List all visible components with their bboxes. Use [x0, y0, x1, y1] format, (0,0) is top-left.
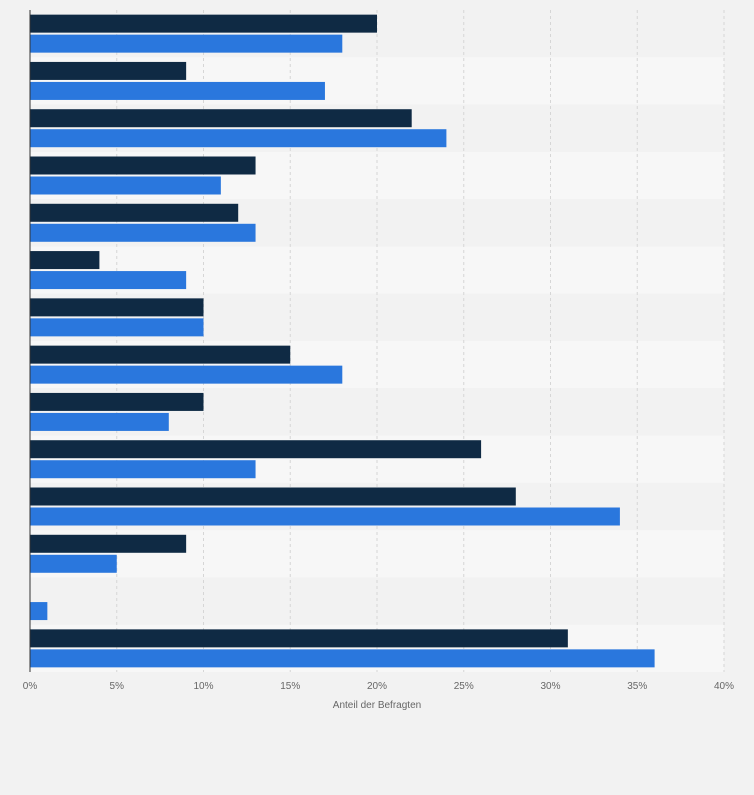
bar-series-2[interactable] — [30, 554, 117, 573]
bar-series-1[interactable] — [30, 487, 516, 506]
bar-series-1[interactable] — [30, 298, 204, 317]
bar-series-2[interactable] — [30, 129, 447, 148]
x-tick-label: 15% — [280, 681, 300, 692]
bar-series-1[interactable] — [30, 534, 187, 553]
x-axis-ticks: 0% 5% 10% 15% 20% 25% 30% 35% 40% — [23, 681, 734, 692]
bar-series-1[interactable] — [30, 14, 377, 33]
x-tick-label: 25% — [454, 681, 474, 692]
bar-series-2[interactable] — [30, 649, 655, 668]
bar-series-1[interactable] — [30, 109, 412, 128]
x-tick-label: 30% — [540, 681, 560, 692]
bar-series-2[interactable] — [30, 365, 343, 384]
bar-series-2[interactable] — [30, 460, 256, 479]
bar-series-2[interactable] — [30, 507, 620, 526]
bar-series-2[interactable] — [30, 223, 256, 242]
bar-series-2[interactable] — [30, 271, 187, 290]
bar-series-1[interactable] — [30, 345, 291, 364]
x-tick-label: 10% — [193, 681, 213, 692]
bar-series-1[interactable] — [30, 61, 187, 80]
x-tick-label: 40% — [714, 681, 734, 692]
x-tick-label: 20% — [367, 681, 387, 692]
x-tick-label: 0% — [23, 681, 38, 692]
x-tick-label: 35% — [627, 681, 647, 692]
bars — [30, 14, 655, 668]
x-axis-label: Anteil der Befragten — [333, 700, 421, 711]
bar-series-1[interactable] — [30, 629, 568, 648]
bar-series-1[interactable] — [30, 156, 256, 175]
x-tick-label: 5% — [110, 681, 125, 692]
bar-series-1[interactable] — [30, 251, 100, 270]
bar-series-2[interactable] — [30, 318, 204, 337]
bar-series-2[interactable] — [30, 81, 325, 100]
bar-series-2[interactable] — [30, 176, 221, 195]
bar-series-2[interactable] — [30, 602, 48, 621]
bar-series-2[interactable] — [30, 34, 343, 53]
bar-series-1[interactable] — [30, 392, 204, 411]
bar-series-1[interactable] — [30, 440, 482, 459]
bar-series-2[interactable] — [30, 412, 169, 431]
bar-series-1[interactable] — [30, 203, 239, 222]
